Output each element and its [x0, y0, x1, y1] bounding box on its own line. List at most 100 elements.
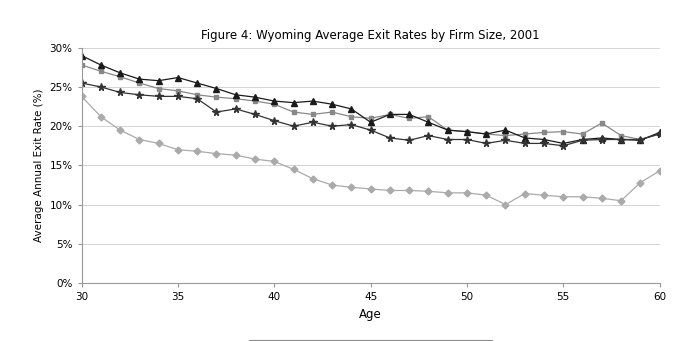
10 - 50 Workers — [463, 130, 471, 134]
100+ Workers — [559, 195, 567, 199]
10 - 50 Workers — [501, 128, 509, 132]
10 - 50 Workers — [251, 95, 259, 99]
10 - 50 Workers — [154, 79, 163, 83]
100+ Workers — [174, 148, 182, 152]
<10 Workers — [636, 137, 645, 142]
10 - 50 Workers — [174, 75, 182, 79]
100+ Workers — [116, 128, 124, 132]
100+ Workers — [290, 167, 298, 172]
100+ Workers — [656, 169, 664, 173]
50 - 99 Workers — [424, 134, 432, 138]
10 - 50 Workers — [309, 99, 317, 103]
<10 Workers — [290, 110, 298, 114]
<10 Workers — [501, 134, 509, 138]
50 - 99 Workers — [116, 90, 124, 94]
50 - 99 Workers — [347, 122, 356, 127]
<10 Workers — [405, 116, 413, 120]
<10 Workers — [212, 95, 220, 99]
<10 Workers — [97, 69, 105, 73]
100+ Workers — [251, 157, 259, 161]
10 - 50 Workers — [540, 137, 548, 142]
100+ Workers — [347, 185, 356, 189]
<10 Workers — [598, 121, 606, 125]
50 - 99 Workers — [174, 94, 182, 99]
50 - 99 Workers — [290, 124, 298, 128]
100+ Workers — [328, 183, 336, 187]
10 - 50 Workers — [656, 130, 664, 134]
Line: 10 - 50 Workers: 10 - 50 Workers — [78, 53, 663, 147]
50 - 99 Workers — [328, 124, 336, 128]
50 - 99 Workers — [521, 142, 529, 146]
100+ Workers — [135, 137, 143, 142]
100+ Workers — [521, 192, 529, 196]
50 - 99 Workers — [97, 85, 105, 89]
50 - 99 Workers — [482, 142, 490, 146]
100+ Workers — [193, 149, 201, 153]
Title: Figure 4: Wyoming Average Exit Rates by Firm Size, 2001: Figure 4: Wyoming Average Exit Rates by … — [201, 29, 540, 42]
<10 Workers — [443, 128, 452, 132]
50 - 99 Workers — [656, 132, 664, 136]
<10 Workers — [174, 89, 182, 93]
100+ Workers — [482, 193, 490, 197]
10 - 50 Workers — [97, 63, 105, 67]
100+ Workers — [386, 189, 394, 193]
10 - 50 Workers — [405, 113, 413, 117]
<10 Workers — [232, 97, 240, 101]
50 - 99 Workers — [463, 137, 471, 142]
50 - 99 Workers — [598, 137, 606, 142]
Legend: <10 Workers, 10 - 50 Workers, 50 - 99 Workers, 100+ Workers: <10 Workers, 10 - 50 Workers, 50 - 99 Wo… — [248, 340, 493, 341]
Line: <10 Workers: <10 Workers — [79, 62, 662, 142]
100+ Workers — [367, 187, 375, 191]
<10 Workers — [482, 132, 490, 136]
50 - 99 Workers — [559, 144, 567, 148]
100+ Workers — [617, 198, 625, 203]
<10 Workers — [135, 81, 143, 85]
10 - 50 Workers — [116, 71, 124, 75]
10 - 50 Workers — [270, 99, 278, 103]
10 - 50 Workers — [367, 120, 375, 124]
<10 Workers — [579, 132, 587, 136]
<10 Workers — [559, 130, 567, 134]
100+ Workers — [463, 191, 471, 195]
50 - 99 Workers — [212, 110, 220, 114]
10 - 50 Workers — [598, 136, 606, 140]
10 - 50 Workers — [212, 87, 220, 91]
100+ Workers — [232, 153, 240, 157]
<10 Workers — [367, 116, 375, 120]
<10 Workers — [270, 102, 278, 106]
50 - 99 Workers — [367, 128, 375, 132]
50 - 99 Workers — [405, 138, 413, 142]
<10 Workers — [521, 132, 529, 136]
10 - 50 Workers — [636, 138, 645, 142]
100+ Workers — [501, 203, 509, 207]
Line: 100+ Workers: 100+ Workers — [79, 94, 662, 207]
10 - 50 Workers — [579, 137, 587, 142]
50 - 99 Workers — [78, 81, 86, 85]
Line: 50 - 99 Workers: 50 - 99 Workers — [78, 79, 664, 150]
10 - 50 Workers — [386, 113, 394, 117]
100+ Workers — [636, 181, 645, 185]
10 - 50 Workers — [347, 107, 356, 111]
<10 Workers — [251, 99, 259, 103]
10 - 50 Workers — [290, 101, 298, 105]
100+ Workers — [405, 189, 413, 193]
100+ Workers — [424, 189, 432, 193]
100+ Workers — [540, 193, 548, 197]
50 - 99 Workers — [309, 120, 317, 124]
50 - 99 Workers — [443, 137, 452, 142]
50 - 99 Workers — [579, 138, 587, 142]
100+ Workers — [154, 142, 163, 146]
<10 Workers — [386, 113, 394, 117]
50 - 99 Workers — [636, 137, 645, 142]
100+ Workers — [579, 195, 587, 199]
<10 Workers — [617, 134, 625, 138]
<10 Workers — [328, 110, 336, 114]
50 - 99 Workers — [135, 93, 143, 97]
100+ Workers — [309, 177, 317, 181]
50 - 99 Workers — [232, 107, 240, 111]
10 - 50 Workers — [482, 132, 490, 136]
10 - 50 Workers — [328, 102, 336, 106]
100+ Workers — [270, 160, 278, 164]
10 - 50 Workers — [443, 128, 452, 132]
50 - 99 Workers — [540, 142, 548, 146]
